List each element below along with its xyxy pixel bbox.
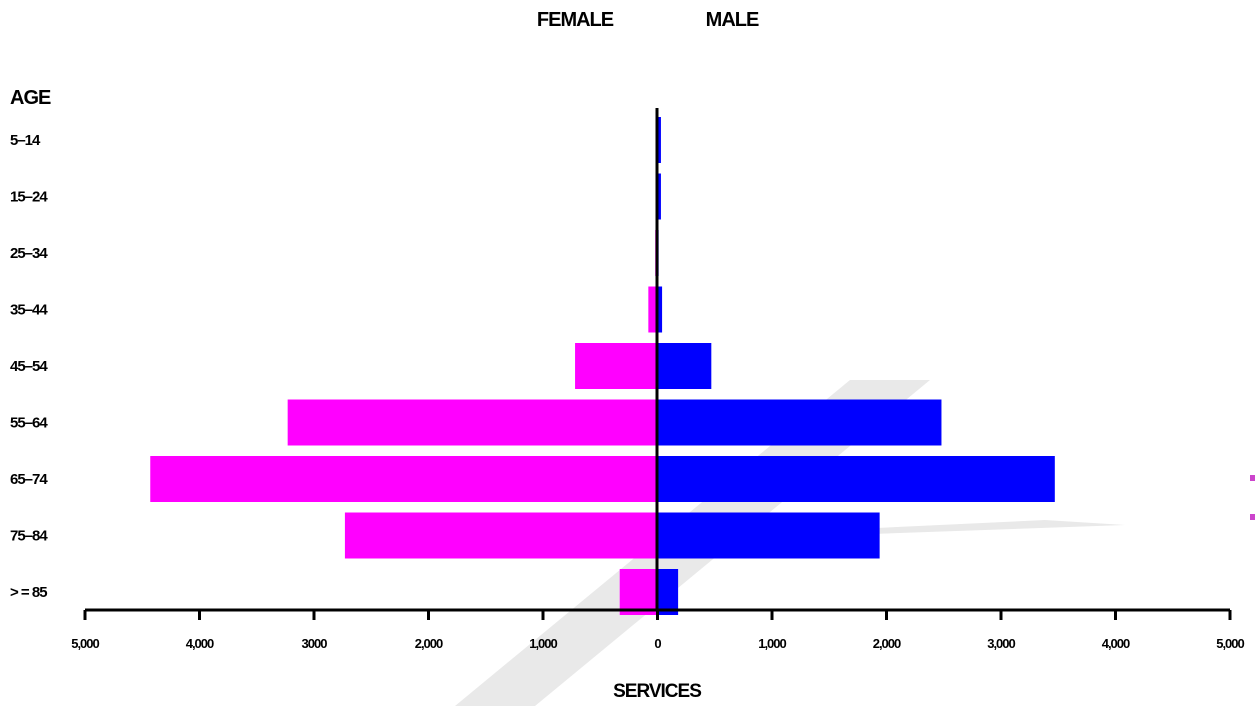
age-category-label: 45–54 — [10, 358, 48, 375]
female-bar — [344, 512, 658, 559]
male-bar — [657, 343, 712, 389]
x-axis-title: SERVICES — [613, 681, 701, 702]
female-series — [150, 117, 658, 615]
x-tick-label: 0 — [654, 636, 661, 651]
x-axis-ticks — [83, 610, 1232, 620]
male-bar — [657, 117, 661, 163]
age-category-label: > = 85 — [10, 584, 47, 601]
male-bar — [657, 286, 663, 333]
x-tick-label: 4,000 — [1102, 636, 1130, 651]
age-category-label: 65–74 — [10, 471, 48, 488]
x-tick-label: 2,000 — [873, 636, 901, 651]
female-bar — [287, 399, 658, 446]
age-axis-label: AGE — [10, 87, 51, 109]
female-bar — [150, 456, 658, 502]
female-bar — [575, 343, 658, 389]
male-bar — [657, 569, 679, 615]
x-tick-label: 3,000 — [987, 636, 1015, 651]
age-category-label: 55–64 — [10, 415, 48, 432]
age-category-label: 35–44 — [10, 302, 48, 319]
female-bar — [619, 569, 658, 615]
male-series — [657, 117, 1055, 615]
x-tick-label: 1,000 — [758, 636, 786, 651]
male-bar — [657, 456, 1055, 502]
x-tick-label: 1,000 — [529, 636, 557, 651]
x-tick-label: 5,000 — [71, 636, 99, 651]
x-tick-label: 5,000 — [1216, 636, 1244, 651]
x-tick-label: 2,000 — [415, 636, 443, 651]
legend-marker — [1250, 475, 1255, 481]
male-bar — [657, 173, 661, 220]
x-axis-tick-labels: 5,000 4,000 3000 2,000 1,000 0 1,000 2,000 3,000… — [71, 636, 1245, 651]
age-category-labels: 5–14 15–24 25–34 35–44 45–54 55–64 65–74 75–84 >… — [10, 132, 49, 601]
female-bar — [648, 286, 658, 333]
age-category-label: 25–34 — [10, 245, 48, 262]
legend-markers — [1250, 475, 1255, 520]
x-tick-label: 4,000 — [186, 636, 214, 651]
legend-marker — [1250, 514, 1255, 520]
male-bar — [657, 512, 880, 559]
female-header: FEMALE — [537, 9, 614, 31]
x-tick-label: 3000 — [302, 636, 328, 651]
age-category-label: 75–84 — [10, 528, 48, 545]
age-category-label: 15–24 — [10, 189, 48, 206]
male-bar — [657, 399, 942, 446]
male-header: MALE — [706, 9, 759, 31]
age-category-label: 5–14 — [10, 132, 41, 149]
